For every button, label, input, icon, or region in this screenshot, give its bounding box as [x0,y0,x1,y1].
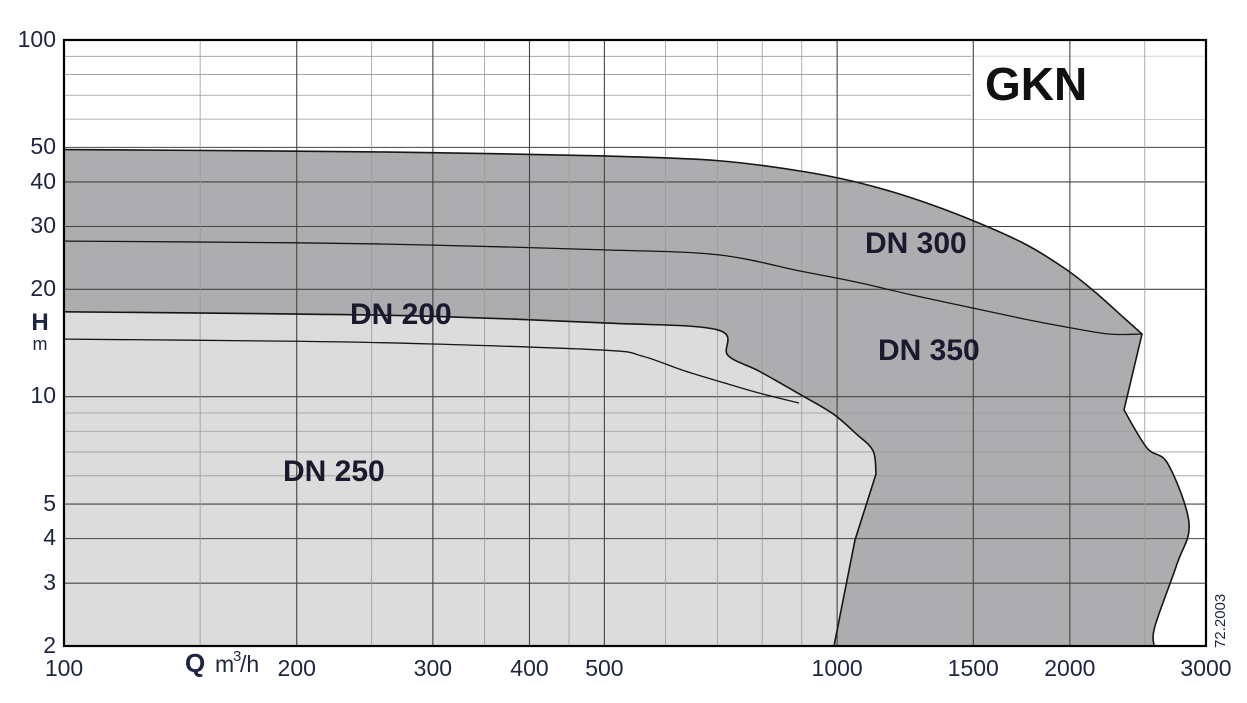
svg-text:1000: 1000 [812,655,863,681]
svg-text:100: 100 [18,26,56,52]
svg-text:DN 200: DN 200 [350,298,452,331]
svg-text:DN 300: DN 300 [865,227,967,260]
svg-text:GKN: GKN [985,58,1087,110]
svg-text:H: H [31,309,48,336]
svg-text:500: 500 [585,655,623,681]
svg-text:72.2003: 72.2003 [1212,594,1229,648]
svg-text:50: 50 [30,133,56,159]
svg-text:m: m [33,334,48,354]
svg-text:/h: /h [240,651,259,677]
svg-text:m: m [215,651,234,677]
svg-text:300: 300 [414,655,452,681]
svg-text:DN 250: DN 250 [283,455,385,488]
svg-text:3000: 3000 [1180,655,1231,681]
svg-text:1500: 1500 [948,655,999,681]
svg-text:2: 2 [43,632,56,658]
svg-text:400: 400 [510,655,548,681]
svg-text:100: 100 [45,655,83,681]
svg-text:20: 20 [30,275,56,301]
svg-text:30: 30 [30,212,56,238]
svg-text:DN 350: DN 350 [878,334,980,367]
svg-text:200: 200 [278,655,316,681]
svg-text:4: 4 [43,524,56,550]
svg-text:40: 40 [30,168,56,194]
svg-text:5: 5 [43,490,56,516]
svg-text:2000: 2000 [1044,655,1095,681]
svg-text:Q: Q [185,648,205,678]
svg-text:10: 10 [30,382,56,408]
svg-text:3: 3 [43,569,56,595]
